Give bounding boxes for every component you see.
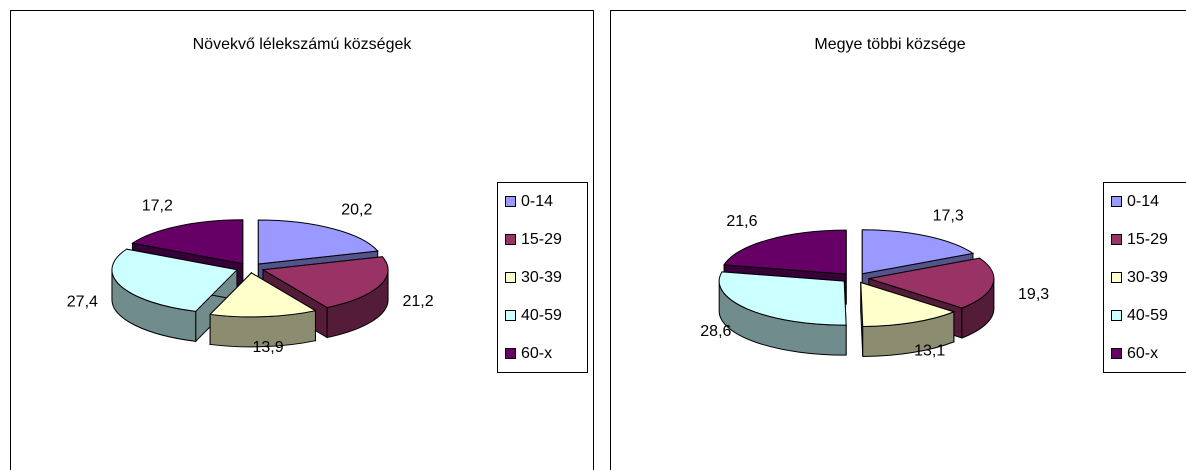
legend-swatch xyxy=(505,234,516,245)
slice-top xyxy=(257,219,379,265)
pie-slice xyxy=(111,248,238,343)
legend-label: 0-14 xyxy=(521,193,553,210)
chart-title: Megye többi községe xyxy=(814,36,965,53)
legend-swatch xyxy=(505,272,516,283)
legend-swatch xyxy=(1111,310,1122,321)
legend-swatch xyxy=(1111,272,1122,283)
legend-label: 15-29 xyxy=(1127,231,1168,248)
slice-top xyxy=(861,229,975,275)
pie-slice xyxy=(209,271,317,348)
chart-title: Növekvő lélekszámú községek xyxy=(193,36,413,53)
data-label: 19,3 xyxy=(1018,286,1049,303)
legend-label: 0-14 xyxy=(1127,193,1159,210)
pie-slice xyxy=(860,281,956,357)
data-label: 27,4 xyxy=(67,293,98,310)
data-label: 21,6 xyxy=(726,213,757,230)
pie-slice xyxy=(718,271,847,356)
legend-label: 15-29 xyxy=(521,231,562,248)
slice-top xyxy=(131,219,244,265)
data-label: 21,2 xyxy=(402,293,433,310)
legend-label: 60-x xyxy=(521,345,552,362)
slice-top xyxy=(111,248,238,312)
legend-swatch xyxy=(1111,234,1122,245)
data-label: 13,1 xyxy=(914,343,945,360)
legend-swatch xyxy=(1111,196,1122,207)
legend-swatch xyxy=(505,196,516,207)
data-label: 13,9 xyxy=(253,339,284,356)
slice-top xyxy=(868,257,995,309)
slice-top xyxy=(723,229,847,275)
data-label: 28,6 xyxy=(700,323,731,340)
data-label: 17,3 xyxy=(933,208,964,225)
slice-top xyxy=(209,272,317,318)
legend-label: 40-59 xyxy=(1127,307,1168,324)
data-label: 17,2 xyxy=(142,197,173,214)
data-label: 20,2 xyxy=(341,201,372,218)
slice-top xyxy=(860,281,956,327)
legend-swatch xyxy=(505,310,516,321)
slice-top xyxy=(261,256,389,309)
legend-label: 30-39 xyxy=(1127,269,1168,286)
slice-top xyxy=(718,271,847,326)
legend-swatch xyxy=(505,348,516,359)
legend-label: 60-x xyxy=(1127,345,1158,362)
legend-label: 40-59 xyxy=(521,307,562,324)
legend-label: 30-39 xyxy=(521,269,562,286)
legend-swatch xyxy=(1111,348,1122,359)
